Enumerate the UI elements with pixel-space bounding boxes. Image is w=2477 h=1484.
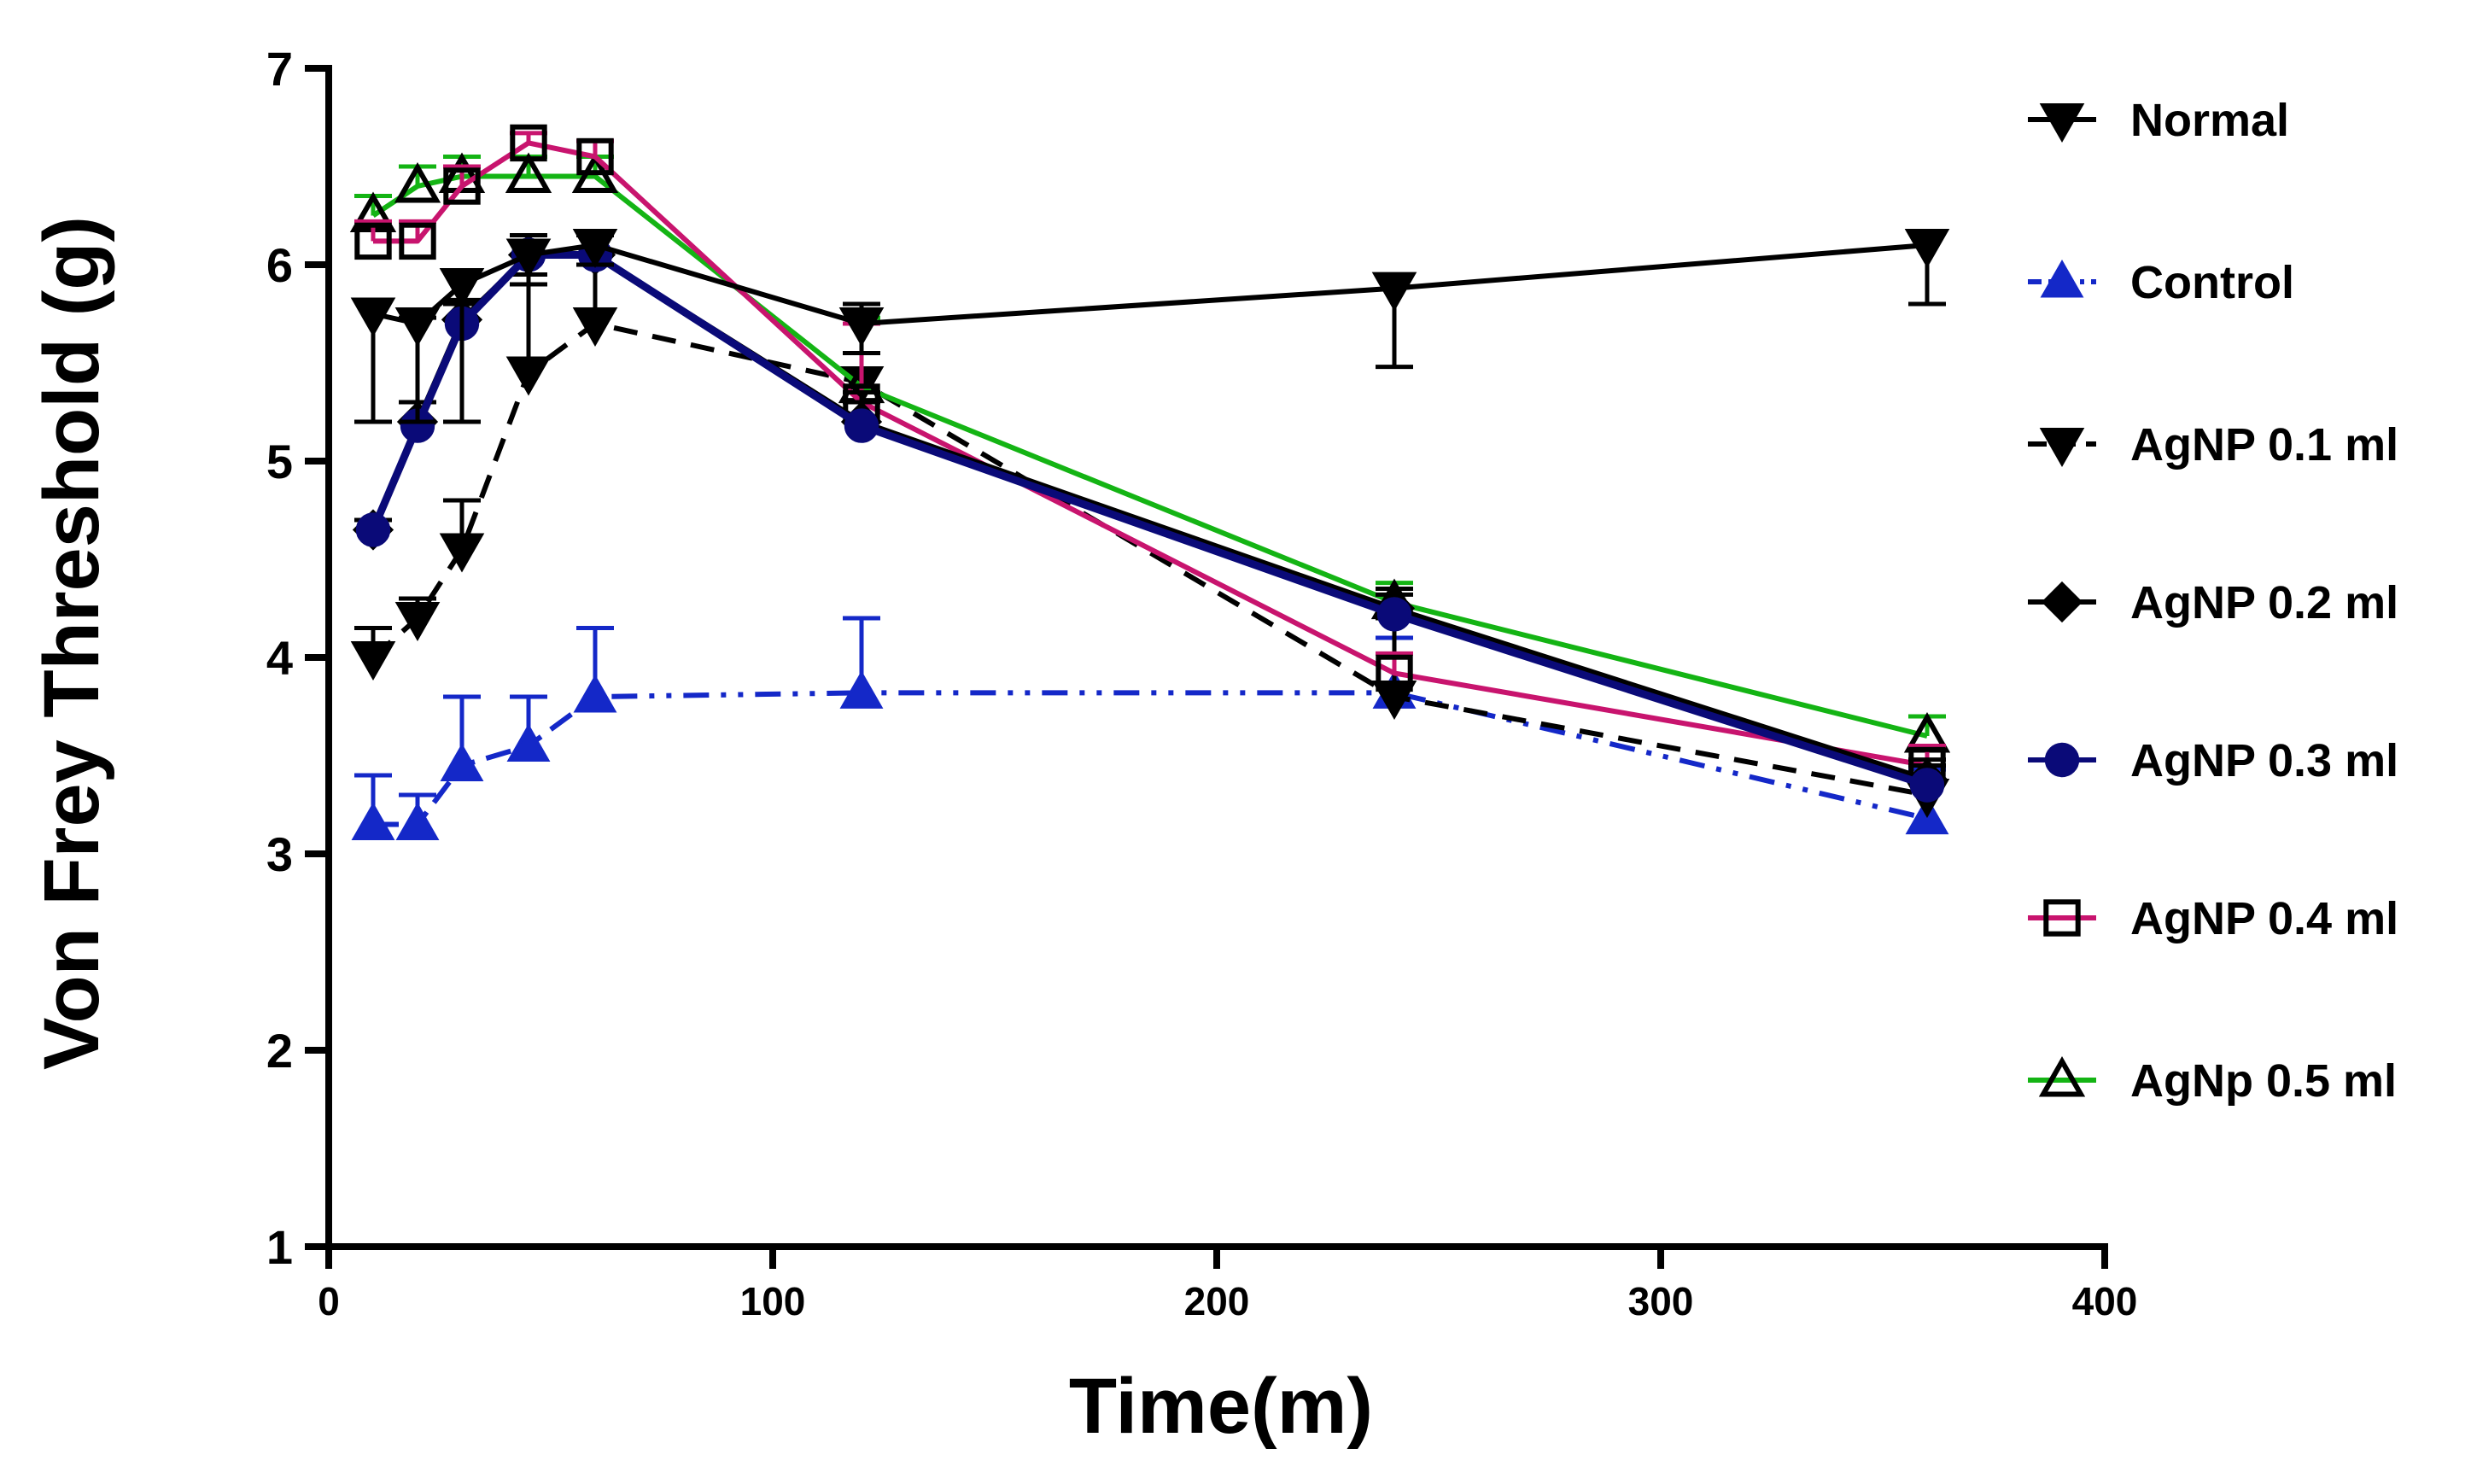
- legend-label: AgNp 0.5 ml: [2130, 1055, 2397, 1107]
- data-point: [351, 802, 395, 840]
- series-line: [373, 690, 1928, 827]
- data-point: [394, 161, 441, 203]
- x-tick-label: 0: [318, 1279, 340, 1323]
- data-point: [505, 238, 552, 278]
- y-tick-label: 1: [266, 1220, 293, 1274]
- legend-item: Normal: [2028, 95, 2289, 146]
- x-tick-label: 100: [740, 1279, 806, 1323]
- legend-label: AgNP 0.3 ml: [2130, 735, 2398, 786]
- data-point: [440, 743, 484, 781]
- legend-marker: [2044, 742, 2080, 778]
- data-point: [844, 408, 879, 443]
- data-point: [1376, 597, 1412, 632]
- legend-item: AgNP 0.4 ml: [2028, 893, 2398, 944]
- data-point: [439, 268, 485, 308]
- data-point: [350, 641, 396, 681]
- data-point: [395, 802, 440, 840]
- data-point: [573, 674, 617, 713]
- legend-label: AgNP 0.1 ml: [2130, 419, 2398, 470]
- legend-marker: [2039, 428, 2085, 468]
- series-line: [371, 321, 1928, 798]
- y-tick-label: 4: [266, 631, 293, 685]
- data-point: [355, 512, 391, 547]
- legend-marker: [2041, 581, 2083, 623]
- data-point: [1909, 768, 1945, 803]
- data-point: [399, 222, 436, 260]
- data-point: [510, 124, 547, 162]
- legend-marker: [2038, 1055, 2086, 1097]
- data-point: [572, 229, 618, 269]
- y-axis-title: Von Frey Threshold (g): [28, 216, 115, 1070]
- data-point: [1904, 229, 1950, 269]
- data-point: [505, 152, 552, 193]
- series-line: [369, 251, 1929, 789]
- legend-item: AgNP 0.2 ml: [2028, 577, 2398, 628]
- data-point: [505, 356, 552, 396]
- x-tick-label: 300: [1628, 1279, 1694, 1323]
- data-point: [394, 307, 441, 348]
- legend-layer: Normal Control AgNP 0.1 ml AgNP 0.2 ml AgNP …: [2028, 95, 2398, 1107]
- data-point: [438, 152, 486, 193]
- x-tick-label: 400: [2072, 1279, 2138, 1323]
- data-point: [350, 297, 396, 337]
- data-point: [506, 723, 551, 762]
- data-point: [354, 222, 392, 260]
- data-point: [1376, 654, 1413, 692]
- legend-label: AgNP 0.4 ml: [2130, 893, 2398, 944]
- data-point: [839, 670, 884, 709]
- series-agnp-0-1-ml: [350, 262, 1950, 819]
- y-tick-label: 3: [266, 827, 293, 881]
- legend-marker: [2040, 259, 2084, 298]
- y-tick-label: 2: [266, 1024, 293, 1078]
- y-tick-label: 7: [266, 42, 293, 96]
- y-tick-label: 6: [266, 238, 293, 292]
- x-tick-label: 200: [1184, 1279, 1250, 1323]
- data-point: [576, 137, 614, 176]
- series-line: [373, 140, 1928, 768]
- data-point: [838, 307, 885, 348]
- axes-layer: 1 2 3 4 5 6 7 0 100 200 300 400: [266, 42, 2138, 1323]
- legend-marker: [2039, 103, 2085, 143]
- series-normal: [350, 229, 1950, 424]
- data-point: [1371, 272, 1417, 312]
- x-axis-title: Time(m): [1069, 1363, 1373, 1450]
- y-tick-label: 5: [266, 435, 293, 488]
- data-point: [394, 602, 441, 642]
- legend-label: AgNP 0.2 ml: [2130, 577, 2398, 628]
- legend-item: AgNp 0.5 ml: [2028, 1055, 2397, 1107]
- legend-label: Control: [2130, 257, 2294, 308]
- data-point: [443, 167, 481, 205]
- legend-item: AgNP 0.3 ml: [2028, 735, 2398, 786]
- data-point: [439, 533, 485, 573]
- legend-marker: [2043, 899, 2081, 937]
- data-point: [572, 307, 618, 348]
- series-layer: [349, 124, 1951, 840]
- legend-item: AgNP 0.1 ml: [2028, 419, 2398, 470]
- legend-item: Control: [2028, 257, 2294, 308]
- legend-label: Normal: [2130, 95, 2289, 146]
